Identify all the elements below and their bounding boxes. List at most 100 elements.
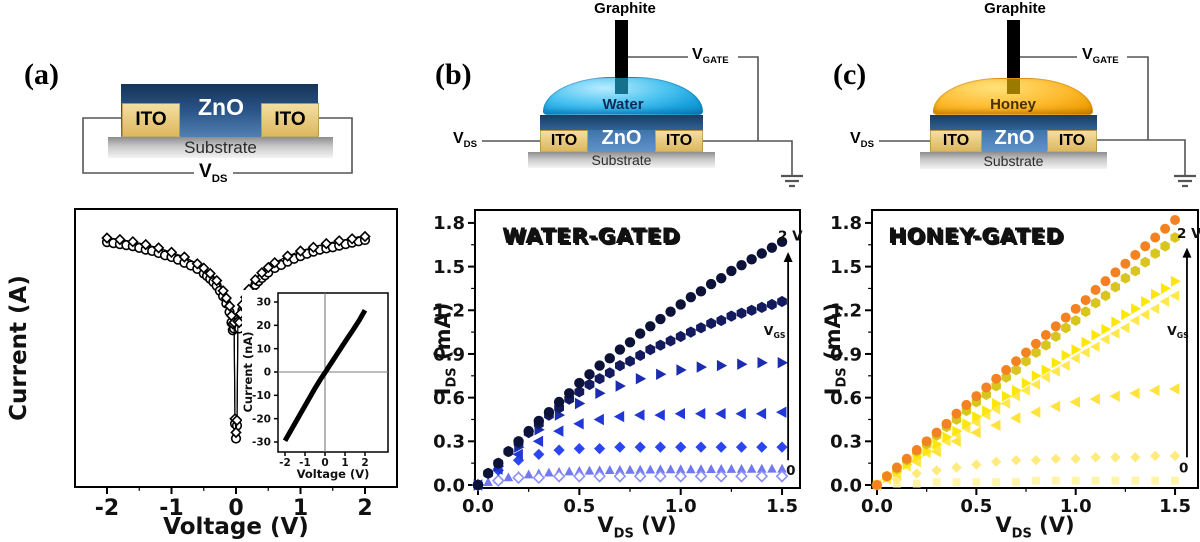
graphite-label: Graphite [594,0,656,17]
ground-icon [1174,174,1196,188]
ito-contact-left: ITO [930,130,982,152]
vds-label: VDS [194,161,233,185]
svg-text:1.2: 1.2 [433,301,465,322]
svg-text:1.5: 1.5 [433,257,465,278]
svg-text:0.6: 0.6 [830,388,862,409]
svg-text:HONEY-GATED: HONEY-GATED [888,224,1064,249]
zno-channel [588,130,655,152]
graphite-electrode [1007,20,1020,78]
svg-text:0: 0 [264,367,271,379]
svg-text:0.5: 0.5 [563,496,595,517]
svg-text:1: 1 [293,496,308,521]
svg-text:0.5: 0.5 [960,496,992,517]
zno-channel [982,130,1047,152]
svg-text:-1: -1 [159,496,183,521]
honey-gated-chart: 0.0 0.5 1.0 1.5 0.0 0.3 0.6 0.9 1.2 1.5 1.8 HONEY-G… [821,209,1200,541]
zno-label: ZnO [198,94,244,120]
svg-text:VDS (V): VDS (V) [597,513,676,541]
panel-a-tag: (a) [24,58,59,91]
svg-text:1.8: 1.8 [433,213,465,234]
ito-label: ITO [274,109,306,130]
graphite-electrode [615,20,628,78]
panel-b-tag: (b) [435,58,472,91]
graphite-electrode-submerged [615,78,628,94]
svg-text:1.2: 1.2 [830,301,862,322]
zno-label: ZnO [994,127,1035,149]
vgate-label: VGATE [1082,46,1119,67]
svg-text:0.0: 0.0 [830,475,862,496]
svg-text:VGS: VGS [764,323,786,340]
svg-text:Voltage (V): Voltage (V) [163,514,309,540]
svg-text:2 V: 2 V [1177,226,1200,242]
svg-text:-2: -2 [279,457,291,469]
svg-text:WATER-GATED: WATER-GATED [502,224,680,249]
zno-layer [930,115,1097,130]
svg-text:20: 20 [256,320,271,332]
svg-text:0.6: 0.6 [433,388,465,409]
svg-text:1.5: 1.5 [830,257,862,278]
panel-c-tag: (c) [833,58,867,91]
substrate: Substrate [920,152,1107,169]
water-gated-chart: 0.0 0.5 1.0 1.5 0.0 0.3 0.6 0.9 1.2 1.5 1.8 WATER-G… [431,209,803,541]
panel-c-schematic: (c) Graphite Honey ITO ITO ZnO Substrate… [815,0,1200,198]
svg-text:1: 1 [341,457,348,469]
svg-text:0: 0 [1179,460,1188,476]
svg-text:Voltage (V): Voltage (V) [297,467,370,481]
svg-text:1.5: 1.5 [1159,496,1191,517]
svg-text:0: 0 [786,463,795,479]
svg-text:Current (nA): Current (nA) [242,331,255,412]
svg-text:2: 2 [361,457,368,469]
svg-text:-30: -30 [252,437,271,449]
panel-b-schematic: (b) Graphite Water ITO ITO ZnO Substrate… [420,0,815,198]
svg-text:0: 0 [228,496,243,521]
svg-text:VDS (V): VDS (V) [995,513,1074,541]
graphite-label: Graphite [984,0,1046,17]
ito-label: ITO [135,109,167,130]
svg-text:0.9: 0.9 [433,344,465,365]
svg-text:1.0: 1.0 [665,496,697,517]
zno-layer [540,115,703,130]
svg-text:-1: -1 [299,457,311,469]
svg-text:0.0: 0.0 [433,475,465,496]
svg-text:IDS (mA): IDS (mA) [821,303,849,396]
svg-text:-20: -20 [252,413,271,425]
zno-label: ZnO [601,127,642,149]
svg-text:1.5: 1.5 [766,496,798,517]
svg-text:0.3: 0.3 [830,432,862,453]
panel-a-schematic: (a) ITO ITO ZnO Substrate VDS [0,0,420,196]
svg-text:0.0: 0.0 [861,496,893,517]
svg-text:-2: -2 [95,496,119,521]
svg-text:0: 0 [321,457,328,469]
svg-text:0.9: 0.9 [830,344,862,365]
honey-label: Honey [990,96,1036,113]
svg-text:IDS (mA): IDS (mA) [431,303,459,396]
svg-text:2 V: 2 V [778,229,803,245]
svg-text:0.0: 0.0 [462,496,494,517]
svg-text:HONEY-GATED: HONEY-GATED [890,226,1066,251]
svg-text:Current (A): Current (A) [6,275,32,421]
svg-text:1.0: 1.0 [1060,496,1092,517]
svg-text:10: 10 [256,343,271,355]
water-label: Water [602,96,644,113]
substrate: Substrate [528,152,715,168]
svg-text:-10: -10 [252,390,271,402]
substrate-label: Substrate [184,137,257,157]
vds-label: VDS [453,130,477,151]
ito-contact-left: ITO [122,103,180,137]
substrate: Substrate [108,137,333,158]
ito-contact-right: ITO [655,130,703,152]
ito-contact-right: ITO [1047,130,1097,152]
svg-text:VGS: VGS [1167,323,1189,340]
svg-text:WATER-GATED: WATER-GATED [504,226,682,251]
svg-text:0.3: 0.3 [433,432,465,453]
ito-contact-right: ITO [261,103,319,137]
graphite-electrode-submerged [1007,79,1020,94]
vgate-label: VGATE [692,46,729,67]
ground-icon [781,174,803,188]
vds-label: VDS [850,130,874,151]
svg-text:30: 30 [256,297,271,309]
ito-contact-left: ITO [540,130,588,152]
svg-text:1.8: 1.8 [830,213,862,234]
